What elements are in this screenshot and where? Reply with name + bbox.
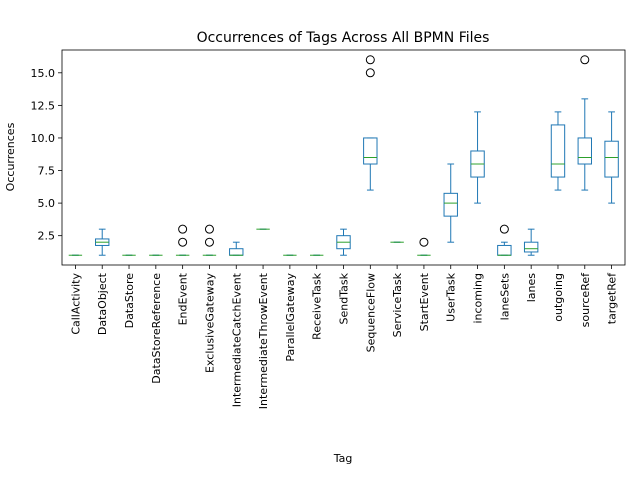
x-tick-label: UserTask	[445, 272, 458, 321]
x-tick-label: StartEvent	[418, 272, 431, 331]
outlier-point	[499, 224, 509, 234]
axes-frame	[61, 49, 626, 266]
outlier-point	[365, 68, 375, 78]
iqr-box	[604, 140, 619, 178]
x-tick-label: EndEvent	[177, 272, 190, 325]
x-tick-label: IntermediateCatchEvent	[230, 272, 243, 407]
x-tick-label: CallActivity	[69, 273, 82, 335]
x-tick-label: ParallelGateway	[284, 273, 297, 362]
iqr-box	[523, 241, 539, 253]
x-tick-label: outgoing	[552, 273, 565, 322]
y-axis-label: Occurrences	[4, 122, 17, 191]
box-group-incoming	[470, 111, 485, 204]
y-tick-label: 2.5	[38, 230, 56, 243]
y-tick-label: 15.0	[31, 67, 56, 80]
box-group-StartEvent	[417, 237, 431, 256]
x-axis-label: Tag	[333, 452, 353, 465]
box-group-outgoing	[550, 111, 566, 191]
box-group-SendTask	[336, 228, 351, 256]
x-tick-label: sourceRef	[579, 272, 592, 327]
box-group-targetRef	[604, 111, 619, 204]
plot-area	[68, 55, 619, 256]
y-tick-label: 12.5	[31, 99, 56, 112]
box-group-sourceRef	[577, 55, 592, 191]
box-group-EndEvent	[175, 224, 190, 256]
outlier-point	[365, 55, 375, 65]
x-tick-label: DataObject	[96, 272, 109, 335]
x-tick-label: ServiceTask	[391, 272, 404, 337]
outlier-point	[580, 55, 590, 65]
x-tick-label: SendTask	[338, 272, 351, 324]
outlier-point	[204, 224, 214, 234]
iqr-box	[550, 124, 566, 178]
outlier-point	[178, 237, 188, 247]
y-axis: 2.5 5.0 7.5 10.0 12.5 15.0	[31, 67, 62, 243]
iqr-box	[363, 137, 378, 165]
y-tick-label: 10.0	[31, 132, 56, 145]
box-group-IntermediateCatchEvent	[229, 241, 244, 256]
x-tick-label: incoming	[472, 273, 485, 324]
chart-title: Occurrences of Tags Across All BPMN File…	[197, 30, 490, 46]
x-tick-label: lanes	[525, 273, 538, 303]
x-tick-label: DataStore	[123, 273, 136, 329]
iqr-box	[229, 248, 244, 256]
iqr-box	[577, 137, 592, 165]
x-tick-label: IntermediateThrowEvent	[257, 272, 270, 409]
iqr-box	[443, 192, 458, 217]
x-tick-label: DataStoreReference	[150, 273, 163, 384]
y-tick-label: 7.5	[38, 165, 56, 178]
box-group-laneSets	[497, 224, 512, 256]
iqr-box	[497, 244, 512, 256]
outlier-point	[178, 224, 188, 234]
box-group-ExclusiveGateway	[202, 224, 217, 256]
outlier-point	[204, 237, 214, 247]
x-tick-label: SequenceFlow	[364, 273, 377, 352]
box-group-SequenceFlow	[363, 55, 378, 191]
x-tick-label: ReceiveTask	[311, 272, 324, 339]
x-tick-label: laneSets	[498, 273, 511, 321]
box-group-lanes	[523, 228, 539, 256]
y-tick-label: 5.0	[38, 197, 56, 210]
x-axis: CallActivity DataObject DataStore DataStore…	[69, 265, 619, 409]
box-group-DataObject	[95, 228, 110, 256]
box-group-UserTask	[443, 163, 458, 243]
x-tick-label: ExclusiveGateway	[203, 273, 216, 373]
outlier-point	[419, 237, 429, 247]
x-tick-label: targetRef	[606, 272, 619, 324]
